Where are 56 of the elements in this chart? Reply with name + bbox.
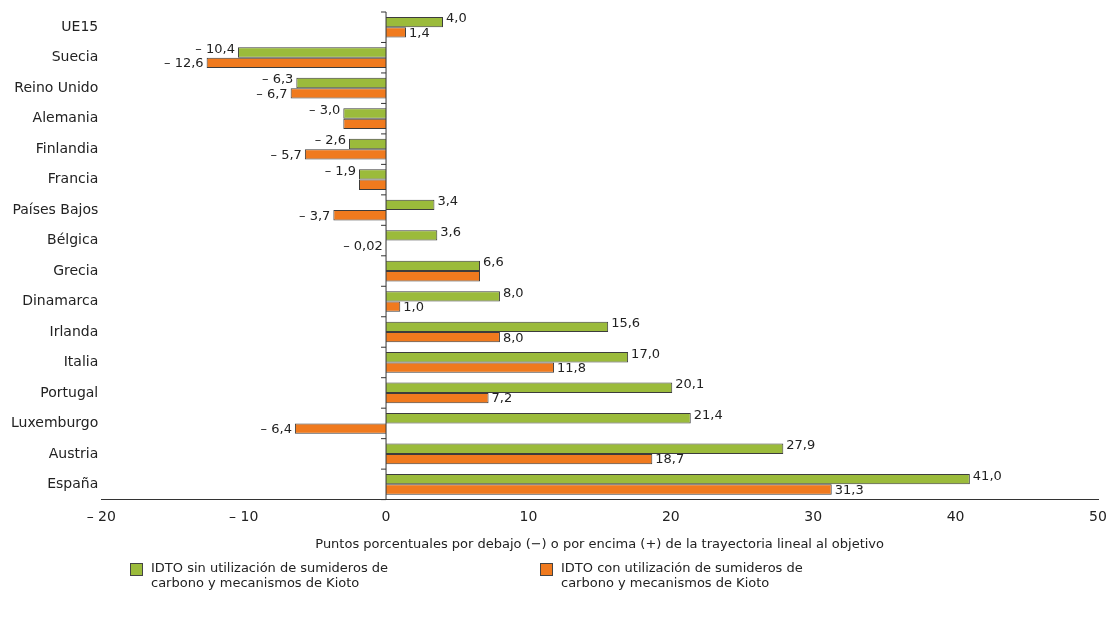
data-label: 18,7 (655, 451, 685, 467)
data-label: 4,0 (446, 10, 467, 26)
x-tick-label: 20 (661, 507, 680, 524)
legend-label: IDTO sin utilización de sumideros de carbono y mecanismos de Kioto (151, 560, 390, 590)
y-tick-label: Reino Unido (14, 78, 99, 95)
y-tick-label: Italia (63, 353, 99, 370)
x-tick-label: 10 (519, 507, 538, 524)
y-tick-label: Alemania (32, 109, 99, 126)
y-tick-label: España (47, 475, 99, 491)
y-tick-label: Francia (47, 170, 99, 187)
y-tick-label: Austria (48, 444, 99, 461)
x-axis-title: Puntos porcentuales por debajo (−) o por encima (+) de la trayectoria lineal al objetivo (315, 535, 885, 551)
data-label: – 6,4 (260, 420, 292, 436)
data-label: 7,2 (491, 390, 513, 406)
data-label: 8,0 (502, 284, 524, 300)
data-label: 3,6 (440, 223, 461, 239)
data-label: 17,0 (631, 345, 661, 361)
data-label: 15,6 (611, 315, 641, 331)
data-label: – 0,02 (343, 238, 383, 254)
data-label: – 1,9 (324, 162, 356, 178)
x-tick-label: 0 (381, 507, 391, 524)
y-tick-label: Grecia (53, 261, 99, 278)
data-label: – 6,3 (262, 71, 294, 87)
data-label: 8,0 (502, 329, 524, 345)
x-tick-label: 40 (946, 507, 965, 524)
y-tick-label: Bélgica (47, 231, 99, 248)
data-label: 3,4 (437, 193, 459, 209)
x-tick-label: 30 (804, 507, 823, 524)
y-tick-label: UE15 (61, 17, 99, 34)
y-tick-label: Dinamarca (22, 292, 99, 309)
data-label: – 3,7 (299, 207, 331, 223)
y-tick-label: Finlandia (35, 139, 99, 156)
data-label: – 12,6 (164, 55, 204, 71)
data-label: 41,0 (972, 467, 1002, 483)
data-label: – 5,7 (270, 146, 302, 162)
y-tick-label: Portugal (40, 383, 99, 400)
data-label: 1,0 (403, 299, 424, 315)
x-tick-label: 50 (1089, 507, 1107, 524)
x-tick-label: – 10 (229, 507, 259, 524)
data-label: 6,6 (483, 254, 504, 270)
y-tick-label: Luxemburgo (10, 414, 99, 431)
y-tick-label: Suecia (51, 48, 99, 65)
x-tick-label: – 20 (86, 507, 116, 524)
data-label: – 3,0 (309, 101, 341, 117)
data-label: 11,8 (557, 360, 587, 376)
data-label: 21,4 (693, 406, 723, 422)
data-label: 31,3 (834, 481, 864, 497)
legend-label: IDTO con utilización de sumideros de carbono y mecanismos de Kioto (561, 560, 804, 590)
data-label: 20,1 (675, 376, 705, 392)
data-label: – 10,4 (195, 40, 235, 56)
data-label: – 2,6 (314, 132, 347, 148)
y-tick-label: Irlanda (49, 322, 99, 339)
data-label: 1,4 (408, 24, 430, 40)
data-label: 27,9 (786, 437, 816, 453)
y-tick-label: Países Bajos (12, 200, 99, 217)
data-label: – 6,7 (256, 85, 288, 101)
